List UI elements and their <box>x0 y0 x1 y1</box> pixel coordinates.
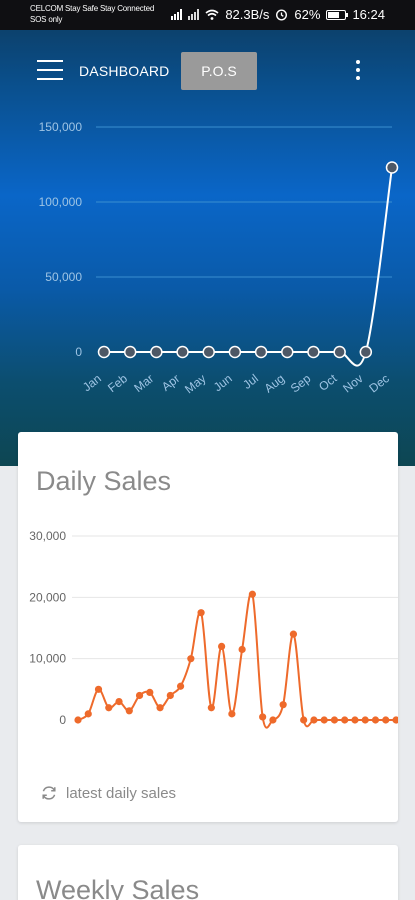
monthly-x-tick-label: Feb <box>105 371 130 395</box>
monthly-point <box>281 345 294 359</box>
monthly-point <box>359 345 373 359</box>
battery-icon <box>326 9 349 20</box>
daily-point <box>238 645 246 654</box>
daily-point <box>74 716 82 724</box>
daily-point <box>320 716 328 724</box>
daily-point <box>351 716 359 724</box>
daily-y-tick-label: 10,000 <box>29 652 66 666</box>
clock: 16:24 <box>352 7 385 22</box>
daily-point <box>269 716 277 724</box>
daily-point <box>248 590 256 598</box>
refresh-icon <box>42 786 56 800</box>
monthly-x-tick-label: Dec <box>366 371 391 395</box>
daily-point <box>94 685 103 693</box>
weekly-sales-title: Weekly Sales <box>36 875 200 900</box>
monthly-point <box>254 345 268 359</box>
monthly-point <box>385 161 399 174</box>
monthly-point <box>150 345 163 359</box>
monthly-x-tick-label: Jan <box>80 371 104 394</box>
monthly-point <box>228 345 242 359</box>
monthly-x-tick-label: Apr <box>159 371 182 394</box>
daily-sales-card: Daily Sales 0 10,000 20,000 30,000 latest d… <box>18 432 398 822</box>
weekly-sales-card: Weekly Sales <box>18 845 398 900</box>
monthly-x-tick-label: Jun <box>211 371 235 394</box>
daily-sales-line <box>77 591 396 729</box>
daily-point <box>187 655 195 663</box>
monthly-x-tick-label: Oct <box>316 371 340 394</box>
monthly-x-tick-label: May <box>182 371 208 396</box>
daily-point <box>156 704 164 712</box>
monthly-y-tick-label: 0 <box>75 345 82 359</box>
menu-icon[interactable] <box>37 60 63 80</box>
latest-daily-sales-label: latest daily sales <box>66 784 177 802</box>
daily-point <box>279 701 287 709</box>
dashboard-nav-link[interactable]: DASHBOARD <box>79 63 170 79</box>
daily-point <box>166 691 174 700</box>
monthly-x-tick-label: Nov <box>340 371 365 395</box>
daily-point <box>176 682 185 690</box>
network-speed: 82.3B/s <box>225 7 270 22</box>
monthly-x-tick-label: Jul <box>240 371 261 391</box>
monthly-y-tick-label: 150,000 <box>39 120 83 134</box>
daily-point <box>228 710 236 718</box>
monthly-y-tick-label: 50,000 <box>45 270 82 284</box>
daily-point <box>330 716 339 724</box>
daily-point <box>197 609 205 617</box>
alarm-icon <box>276 9 288 21</box>
app-bar: DASHBOARD P.O.S <box>0 30 415 110</box>
signal-icon <box>171 9 183 20</box>
daily-point <box>207 704 215 712</box>
status-bar: CELCOM Stay Safe Stay Connected SOS only… <box>0 0 415 30</box>
monthly-point <box>202 345 215 359</box>
monthly-sales-chart: 0 50,000 100,000 150,000 Jan Feb Mar Apr May Jun J… <box>39 120 399 396</box>
monthly-point <box>97 345 111 359</box>
daily-point <box>135 691 144 700</box>
daily-point <box>84 710 92 718</box>
carrier-line-1: CELCOM Stay Safe Stay Connected <box>30 4 155 13</box>
daily-point <box>382 716 390 724</box>
monthly-point <box>176 345 189 359</box>
daily-point <box>371 716 380 724</box>
daily-y-tick-label: 20,000 <box>29 590 66 604</box>
pos-button[interactable]: P.O.S <box>181 52 257 90</box>
wifi-icon <box>205 9 219 20</box>
status-indicators: 82.3B/s 62% 16:24 <box>171 7 385 22</box>
daily-y-tick-label: 30,000 <box>29 529 66 543</box>
daily-point <box>125 707 133 715</box>
daily-point <box>259 713 267 721</box>
carrier-line-2: SOS only <box>30 15 63 24</box>
monthly-point <box>333 345 346 359</box>
battery-percent: 62% <box>294 7 321 22</box>
daily-point <box>361 716 369 724</box>
daily-point <box>289 630 298 638</box>
monthly-y-tick-label: 100,000 <box>39 195 83 209</box>
monthly-x-tick-label: Mar <box>131 371 156 395</box>
daily-point <box>392 716 398 724</box>
more-vert-icon[interactable] <box>353 60 363 80</box>
monthly-x-tick-label: Aug <box>262 371 287 395</box>
daily-sales-title: Daily Sales <box>36 466 172 496</box>
daily-point <box>146 688 154 696</box>
monthly-sales-line <box>103 167 393 367</box>
signal-icon <box>188 9 200 20</box>
monthly-x-tick-label: Sep <box>288 371 314 395</box>
latest-daily-sales-link[interactable]: latest daily sales <box>40 784 176 802</box>
monthly-point <box>307 345 320 359</box>
daily-point <box>105 704 113 712</box>
daily-point <box>310 716 318 724</box>
daily-point <box>115 698 123 706</box>
daily-point <box>218 642 226 650</box>
monthly-point <box>123 345 137 359</box>
daily-point <box>341 716 349 724</box>
daily-y-tick-label: 0 <box>59 713 66 727</box>
carrier-info: CELCOM Stay Safe Stay Connected SOS only <box>30 3 154 25</box>
daily-point <box>300 716 308 724</box>
daily-sales-chart: 0 10,000 20,000 30,000 <box>29 529 398 729</box>
